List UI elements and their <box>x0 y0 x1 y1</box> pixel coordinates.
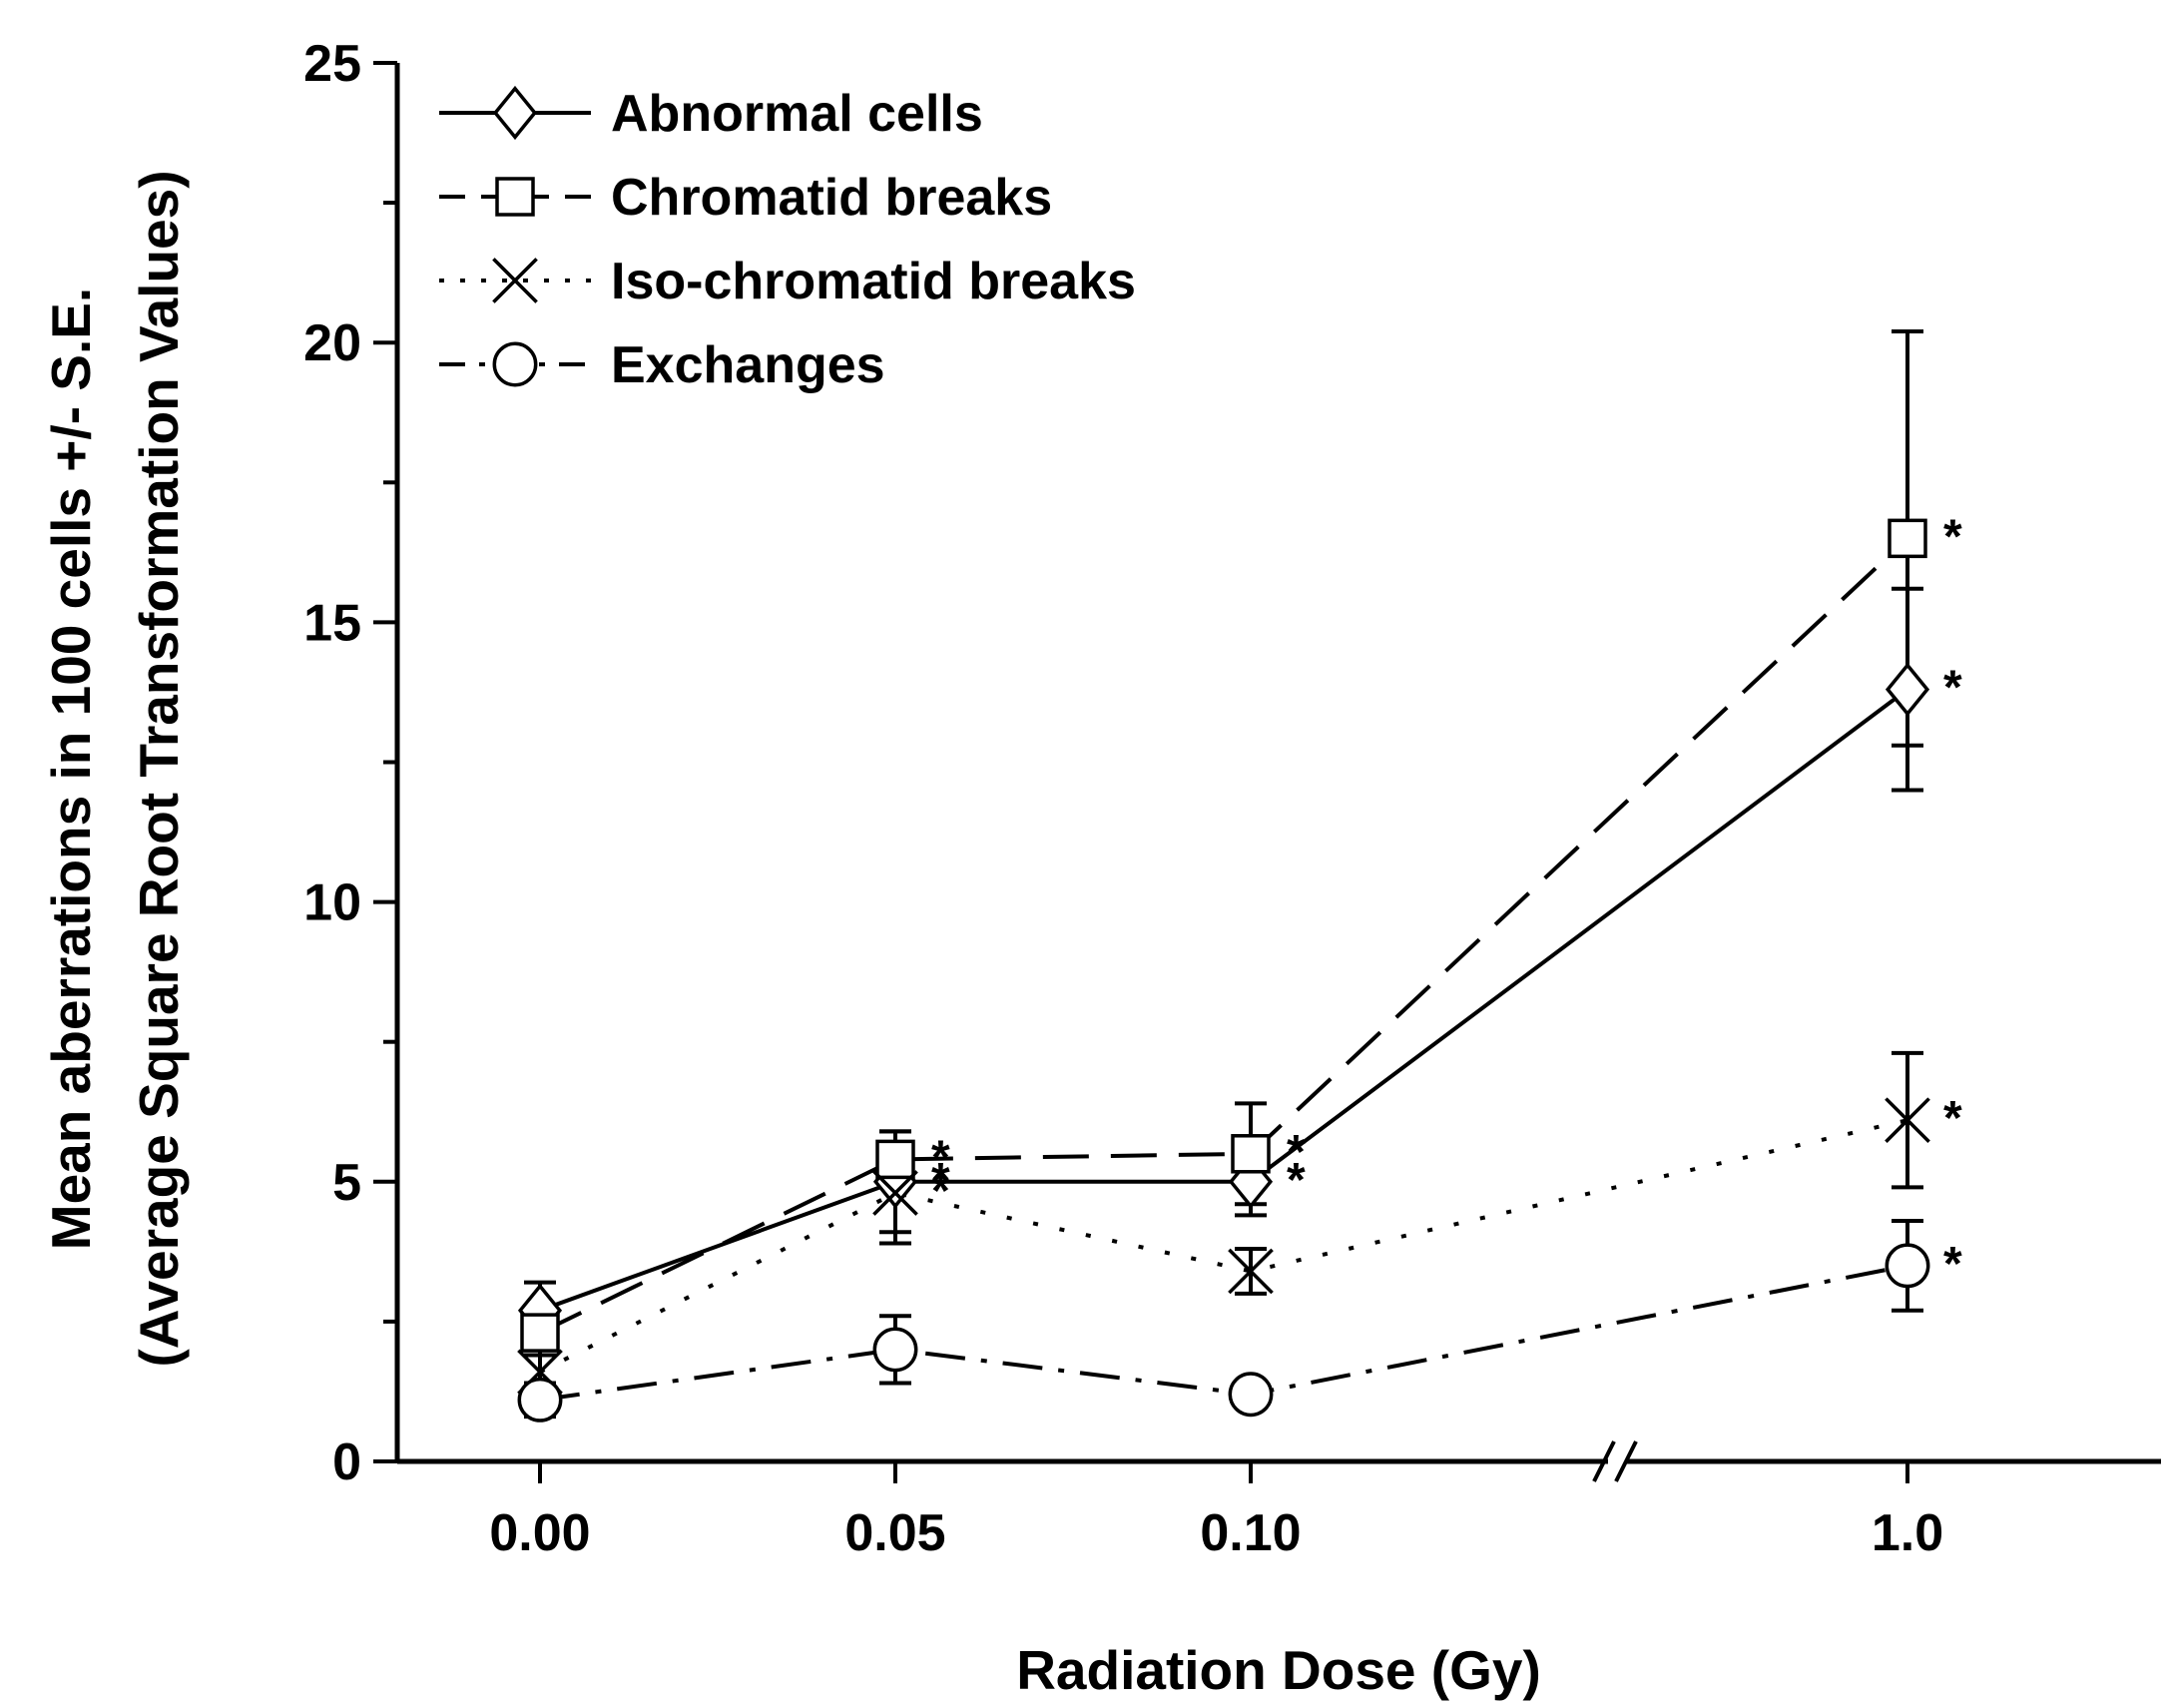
point-iso-chromatid-breaks-stroke <box>1228 1248 1274 1295</box>
x-tick-label: 0.00 <box>489 1504 590 1562</box>
point-chromatid-breaks <box>1888 518 1927 559</box>
series-line-iso-chromatid-breaks <box>539 1118 1908 1375</box>
legend-marker <box>492 258 538 303</box>
point-exchanges <box>872 1327 918 1373</box>
legend-label: Iso-chromatid breaks <box>611 253 1136 310</box>
legend-item-abnormal-cells: Abnormal cells <box>439 85 983 143</box>
significance-mark-iso-chromatid-breaks: * <box>1943 1092 1962 1145</box>
series-line-exchanges <box>539 1263 1908 1403</box>
significance-mark-abnormal-cells: * <box>931 1154 950 1207</box>
point-exchanges <box>1228 1372 1274 1418</box>
point-exchanges <box>517 1377 563 1423</box>
significance-mark-chromatid-breaks: * <box>1287 1126 1306 1179</box>
y-tick-label: 10 <box>303 874 361 932</box>
y-tick-label: 5 <box>332 1154 361 1212</box>
legend-marker <box>495 177 535 217</box>
point-iso-chromatid-breaks <box>1885 1097 1930 1143</box>
y-tick-label: 20 <box>303 314 361 372</box>
point-iso-chromatid-breaks <box>1228 1248 1274 1295</box>
y-axis-title-line-1: Mean aberrations in 100 cells +/- S.E. <box>40 287 102 1250</box>
y-tick-label: 0 <box>332 1433 361 1491</box>
point-iso-chromatid-breaks <box>872 1170 918 1216</box>
legend-label: Exchanges <box>611 336 885 394</box>
significance-mark-chromatid-breaks: * <box>931 1131 950 1184</box>
series-lines <box>539 536 1909 1403</box>
y-ticks: 0 5 10 15 20 25 <box>303 35 397 1491</box>
legend-marker <box>492 341 538 387</box>
point-iso-chromatid-breaks-stroke <box>872 1170 918 1216</box>
point-iso-chromatid-breaks-stroke <box>1885 1097 1930 1143</box>
y-tick-label: 25 <box>303 35 361 93</box>
legend-label: Chromatid breaks <box>611 169 1052 227</box>
x-tick-label: 0.05 <box>844 1504 945 1562</box>
x-tick-label: 0.10 <box>1200 1504 1301 1562</box>
significance-mark-abnormal-cells: * <box>1287 1154 1306 1207</box>
significance-mark-abnormal-cells: * <box>1943 662 1962 715</box>
legend-item-chromatid-breaks: Chromatid breaks <box>439 169 1052 227</box>
legend-marker <box>492 85 538 141</box>
legend-label: Abnormal cells <box>611 85 983 143</box>
x-ticks: 0.00 0.05 0.10 1.0 <box>489 1461 1943 1562</box>
markers <box>517 518 1930 1423</box>
significance-marks: * *** ***** <box>931 510 1962 1291</box>
x-axis-title: Radiation Dose (Gy) <box>1016 1639 1541 1701</box>
series-line-chromatid-breaks <box>539 536 1909 1335</box>
y-axis-title-line-2: (Average Square Root Transformation Valu… <box>128 170 190 1367</box>
x-tick-label: 1.0 <box>1872 1504 1943 1562</box>
error-bars <box>524 328 1923 1420</box>
legend-item-iso-chromatid-breaks: Iso-chromatid breaks <box>439 253 1136 310</box>
legend-item-exchanges: Exchanges <box>439 336 885 394</box>
point-chromatid-breaks <box>520 1313 560 1353</box>
legend: Abnormal cells Chromatid breaks Iso-chroma… <box>439 85 1136 394</box>
legend-marker-stroke <box>492 258 538 303</box>
axis-break-marker <box>1592 1440 1638 1482</box>
significance-mark-chromatid-breaks: * <box>1943 510 1962 563</box>
point-abnormal-cells <box>1885 662 1930 717</box>
significance-mark-exchanges: * <box>1943 1238 1962 1291</box>
series-line-abnormal-cells <box>539 688 1909 1313</box>
point-exchanges <box>1885 1243 1930 1289</box>
y-tick-label: 15 <box>303 594 361 652</box>
point-chromatid-breaks <box>1231 1134 1271 1174</box>
significance-mark-iso-chromatid-breaks: * <box>931 1165 950 1218</box>
point-chromatid-breaks <box>875 1139 915 1180</box>
